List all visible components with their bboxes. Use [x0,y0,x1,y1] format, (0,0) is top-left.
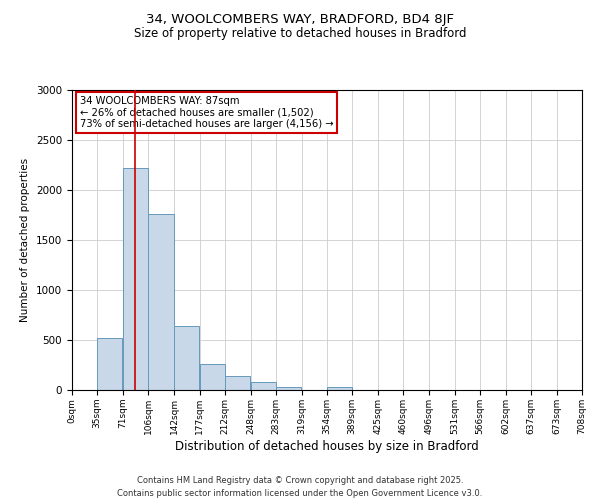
X-axis label: Distribution of detached houses by size in Bradford: Distribution of detached houses by size … [175,440,479,452]
Bar [225,376,250,390]
Y-axis label: Number of detached properties: Number of detached properties [20,158,31,322]
Text: 34, WOOLCOMBERS WAY, BRADFORD, BD4 8JF: 34, WOOLCOMBERS WAY, BRADFORD, BD4 8JF [146,12,454,26]
Bar [327,387,352,390]
Bar [251,382,276,390]
Bar [174,326,199,390]
Bar [199,364,225,390]
Text: Size of property relative to detached houses in Bradford: Size of property relative to detached ho… [134,28,466,40]
Text: 34 WOOLCOMBERS WAY: 87sqm
← 26% of detached houses are smaller (1,502)
73% of se: 34 WOOLCOMBERS WAY: 87sqm ← 26% of detac… [80,96,333,129]
Bar [148,214,173,390]
Bar [123,168,148,390]
Text: Contains HM Land Registry data © Crown copyright and database right 2025.
Contai: Contains HM Land Registry data © Crown c… [118,476,482,498]
Bar [276,387,301,390]
Bar [97,338,122,390]
